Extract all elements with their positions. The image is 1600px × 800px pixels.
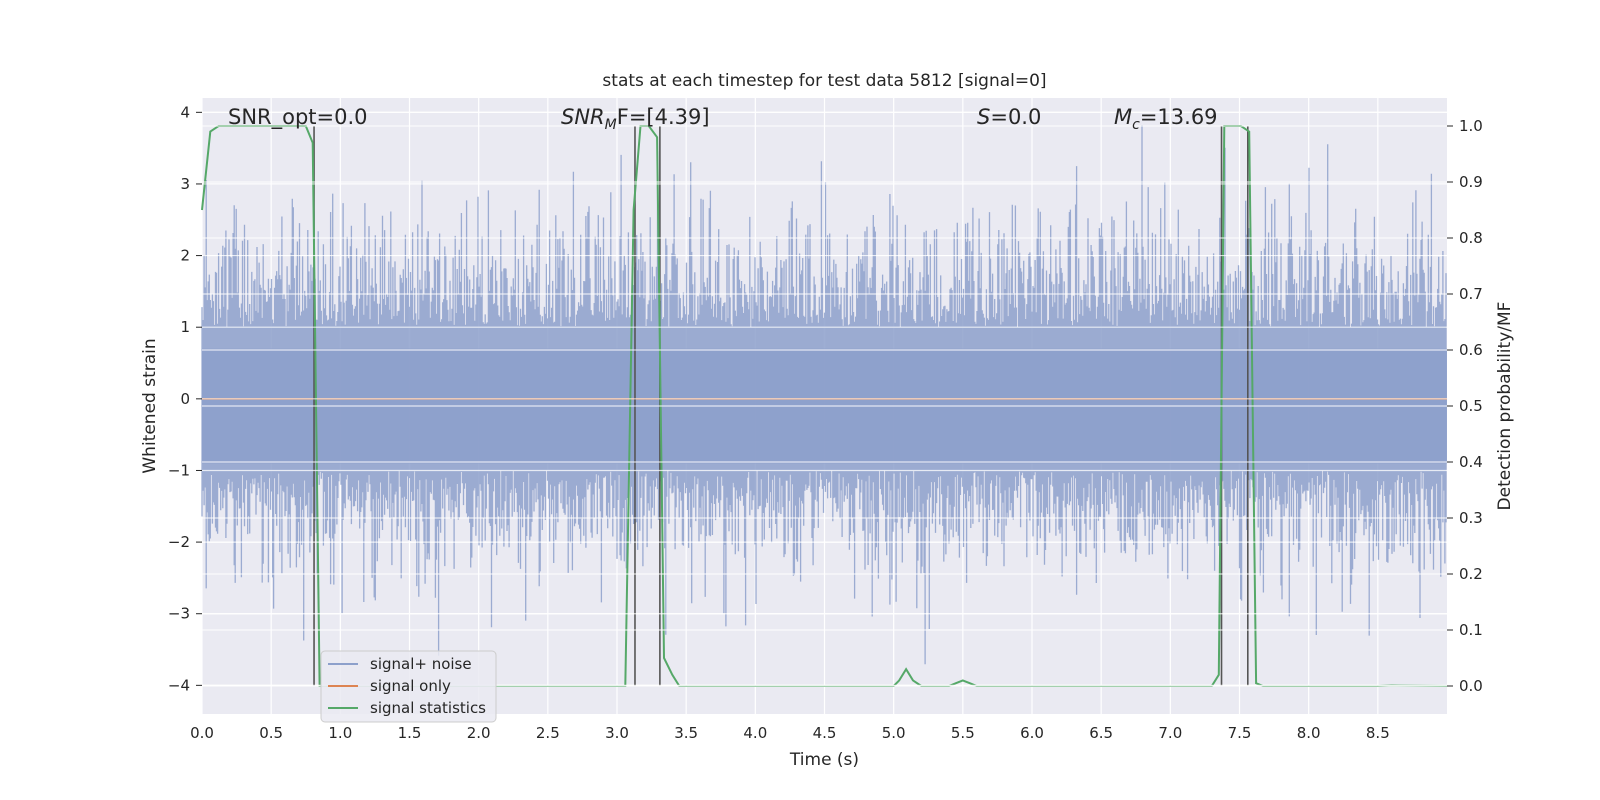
annotation-snr-mf: SNRMF=[4.39] [561, 105, 710, 133]
x-ticks: 0.0 0.5 1.0 1.5 2.0 2.5 3.0 3.5 4.0 4.5 5.0 5.5 6.0 6… [190, 724, 1390, 742]
x-tick-label: 8.0 [1297, 724, 1321, 742]
x-tick-label: 6.5 [1089, 724, 1113, 742]
grid-overlay [202, 111, 1447, 687]
legend-box [320, 650, 497, 723]
annotation-mc-base: M [1114, 105, 1132, 129]
y2-tick-label: 0.2 [1459, 565, 1483, 583]
y-axis-label: Whitened strain [140, 338, 160, 473]
y2-axis-label: Detection probability/MF [1495, 302, 1515, 511]
x-tick-label: 5.0 [882, 724, 906, 742]
x-tick-label: 4.5 [813, 724, 837, 742]
y-tick-label: 2 [180, 247, 190, 265]
annotation-s-base: S [977, 105, 990, 129]
y-ticks: 4 3 2 1 0 −1 −2 −3 −4 [168, 103, 202, 694]
y2-ticks: 1.0 0.9 0.8 0.7 0.6 0.5 0.4 0.3 0.2 0.1 0.0 [1447, 117, 1483, 695]
y-tick-label: 4 [180, 103, 190, 121]
x-tick-label: 8.5 [1366, 724, 1390, 742]
legend-label-signal-noise: signal+ noise [370, 655, 472, 673]
annotation-mc-rest: =13.69 [1140, 105, 1218, 129]
legend: signal+ noise signal only signal statist… [320, 650, 497, 723]
y-tick-label: 0 [180, 390, 190, 408]
y-tick-label: −1 [168, 461, 190, 479]
y-tick-label: 1 [180, 318, 190, 336]
annotation-s-rest: =0.0 [990, 105, 1041, 129]
x-tick-label: 3.5 [674, 724, 698, 742]
x-tick-label: 5.5 [951, 724, 975, 742]
chart-title: stats at each timestep for test data 581… [602, 71, 1046, 91]
annotation-mc-sub: c [1132, 117, 1140, 133]
legend-label-signal-only: signal only [370, 677, 451, 695]
annotation-s: S=0.0 [977, 105, 1041, 129]
y2-tick-label: 0.7 [1459, 285, 1483, 303]
y-tick-label: −2 [168, 533, 190, 551]
x-tick-label: 2.5 [536, 724, 560, 742]
x-tick-label: 0.5 [259, 724, 283, 742]
y2-tick-label: 0.5 [1459, 397, 1483, 415]
annotation-mc: Mc=13.69 [1114, 105, 1218, 133]
x-tick-label: 6.0 [1020, 724, 1044, 742]
x-tick-label: 2.0 [467, 724, 491, 742]
annotation-snr-mf-sub: M [605, 117, 617, 133]
y2-tick-label: 0.9 [1459, 173, 1483, 191]
annotation-snr-opt: SNR_opt=0.0 [228, 105, 368, 130]
x-tick-label: 3.0 [605, 724, 629, 742]
x-tick-label: 0.0 [190, 724, 214, 742]
annotation-snr-mf-base: SNR [561, 105, 605, 129]
y2-tick-label: 0.8 [1459, 229, 1483, 247]
y2-tick-label: 0.6 [1459, 341, 1483, 359]
x-tick-label: 7.5 [1228, 724, 1252, 742]
x-tick-label: 4.0 [743, 724, 767, 742]
x-axis-label: Time (s) [789, 750, 859, 770]
annotation-snr-mf-rest: F=[4.39] [617, 105, 710, 129]
x-tick-label: 7.0 [1158, 724, 1182, 742]
x-tick-label: 1.0 [328, 724, 352, 742]
y2-tick-label: 1.0 [1459, 117, 1483, 135]
legend-label-signal-statistics: signal statistics [370, 699, 486, 717]
y2-tick-label: 0.1 [1459, 621, 1483, 639]
y2-tick-label: 0.3 [1459, 509, 1483, 527]
y2-tick-label: 0.4 [1459, 453, 1483, 471]
y-tick-label: −4 [168, 676, 190, 694]
y2-tick-label: 0.0 [1459, 677, 1483, 695]
x-tick-label: 1.5 [398, 724, 422, 742]
y-tick-label: 3 [180, 175, 190, 193]
y-tick-label: −3 [168, 605, 190, 623]
